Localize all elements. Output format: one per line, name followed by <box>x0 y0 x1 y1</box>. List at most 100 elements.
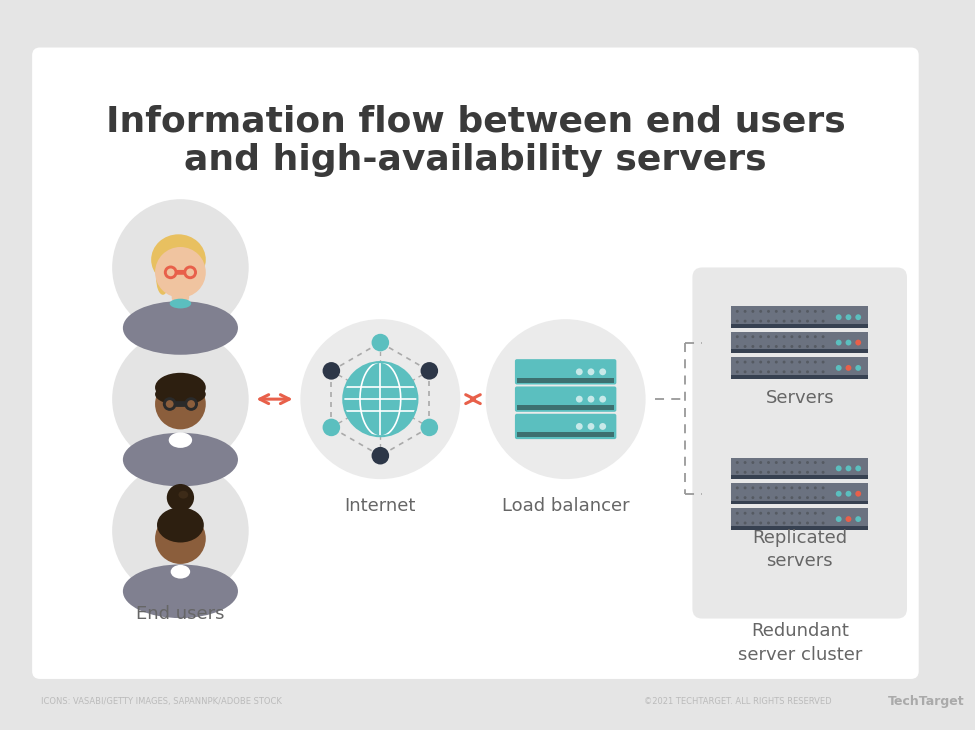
Circle shape <box>736 320 739 323</box>
Circle shape <box>855 339 861 345</box>
Circle shape <box>752 310 755 313</box>
Circle shape <box>791 361 794 364</box>
Circle shape <box>783 361 786 364</box>
Circle shape <box>822 335 825 338</box>
Circle shape <box>799 512 801 515</box>
Text: Servers: Servers <box>765 389 834 407</box>
Circle shape <box>775 471 778 474</box>
Circle shape <box>791 496 794 499</box>
Ellipse shape <box>163 401 198 407</box>
Circle shape <box>760 345 762 348</box>
Text: End users: End users <box>136 604 224 623</box>
FancyBboxPatch shape <box>731 475 868 479</box>
Circle shape <box>752 486 755 489</box>
FancyBboxPatch shape <box>32 47 918 679</box>
Circle shape <box>767 335 770 338</box>
Circle shape <box>799 461 801 464</box>
Circle shape <box>822 345 825 348</box>
Circle shape <box>760 496 762 499</box>
Circle shape <box>814 461 817 464</box>
Circle shape <box>736 512 739 515</box>
Text: Information flow between end users: Information flow between end users <box>105 104 845 138</box>
Circle shape <box>791 486 794 489</box>
Circle shape <box>744 320 747 323</box>
Circle shape <box>855 315 861 320</box>
Circle shape <box>187 400 195 408</box>
Circle shape <box>744 461 747 464</box>
Circle shape <box>752 370 755 373</box>
Circle shape <box>822 486 825 489</box>
Circle shape <box>600 396 606 402</box>
Circle shape <box>736 471 739 474</box>
Circle shape <box>767 521 770 524</box>
Circle shape <box>760 486 762 489</box>
Circle shape <box>744 521 747 524</box>
Circle shape <box>836 339 841 345</box>
Circle shape <box>167 484 194 511</box>
Circle shape <box>744 361 747 364</box>
Circle shape <box>775 335 778 338</box>
Circle shape <box>845 491 851 496</box>
Ellipse shape <box>155 383 206 405</box>
Circle shape <box>783 461 786 464</box>
Ellipse shape <box>169 432 192 448</box>
Circle shape <box>767 370 770 373</box>
Circle shape <box>806 471 809 474</box>
Circle shape <box>163 397 176 411</box>
Circle shape <box>799 345 801 348</box>
Ellipse shape <box>165 270 196 274</box>
Circle shape <box>836 315 841 320</box>
Circle shape <box>588 369 595 375</box>
FancyBboxPatch shape <box>517 405 614 410</box>
Circle shape <box>822 471 825 474</box>
Circle shape <box>760 370 762 373</box>
Circle shape <box>767 471 770 474</box>
Ellipse shape <box>151 234 206 285</box>
Circle shape <box>155 247 206 298</box>
FancyBboxPatch shape <box>731 526 868 530</box>
Ellipse shape <box>170 299 191 309</box>
FancyBboxPatch shape <box>731 374 868 379</box>
Circle shape <box>760 335 762 338</box>
Circle shape <box>814 496 817 499</box>
Circle shape <box>845 466 851 472</box>
Circle shape <box>167 269 175 276</box>
Circle shape <box>791 320 794 323</box>
Circle shape <box>775 310 778 313</box>
Circle shape <box>855 466 861 472</box>
Circle shape <box>155 513 206 564</box>
Circle shape <box>814 486 817 489</box>
Ellipse shape <box>155 373 206 402</box>
Circle shape <box>814 361 817 364</box>
Circle shape <box>799 486 801 489</box>
Circle shape <box>783 345 786 348</box>
Circle shape <box>164 266 177 279</box>
Circle shape <box>420 418 438 437</box>
Circle shape <box>836 491 841 496</box>
Circle shape <box>775 512 778 515</box>
FancyBboxPatch shape <box>692 267 907 618</box>
Circle shape <box>822 521 825 524</box>
Circle shape <box>845 365 851 371</box>
Text: Replicated
servers: Replicated servers <box>752 529 847 570</box>
Circle shape <box>814 521 817 524</box>
Circle shape <box>806 320 809 323</box>
Circle shape <box>799 310 801 313</box>
Circle shape <box>806 310 809 313</box>
Circle shape <box>323 418 340 437</box>
Circle shape <box>791 335 794 338</box>
Circle shape <box>822 461 825 464</box>
Ellipse shape <box>123 433 238 486</box>
Circle shape <box>836 516 841 522</box>
FancyBboxPatch shape <box>731 501 868 504</box>
Circle shape <box>112 463 249 599</box>
Circle shape <box>752 335 755 338</box>
Circle shape <box>767 512 770 515</box>
Circle shape <box>855 491 861 496</box>
Circle shape <box>760 521 762 524</box>
Circle shape <box>767 345 770 348</box>
Text: ©2021 TECHTARGET. ALL RIGHTS RESERVED: ©2021 TECHTARGET. ALL RIGHTS RESERVED <box>644 697 832 706</box>
Circle shape <box>752 461 755 464</box>
Ellipse shape <box>171 565 190 579</box>
FancyBboxPatch shape <box>517 377 614 383</box>
